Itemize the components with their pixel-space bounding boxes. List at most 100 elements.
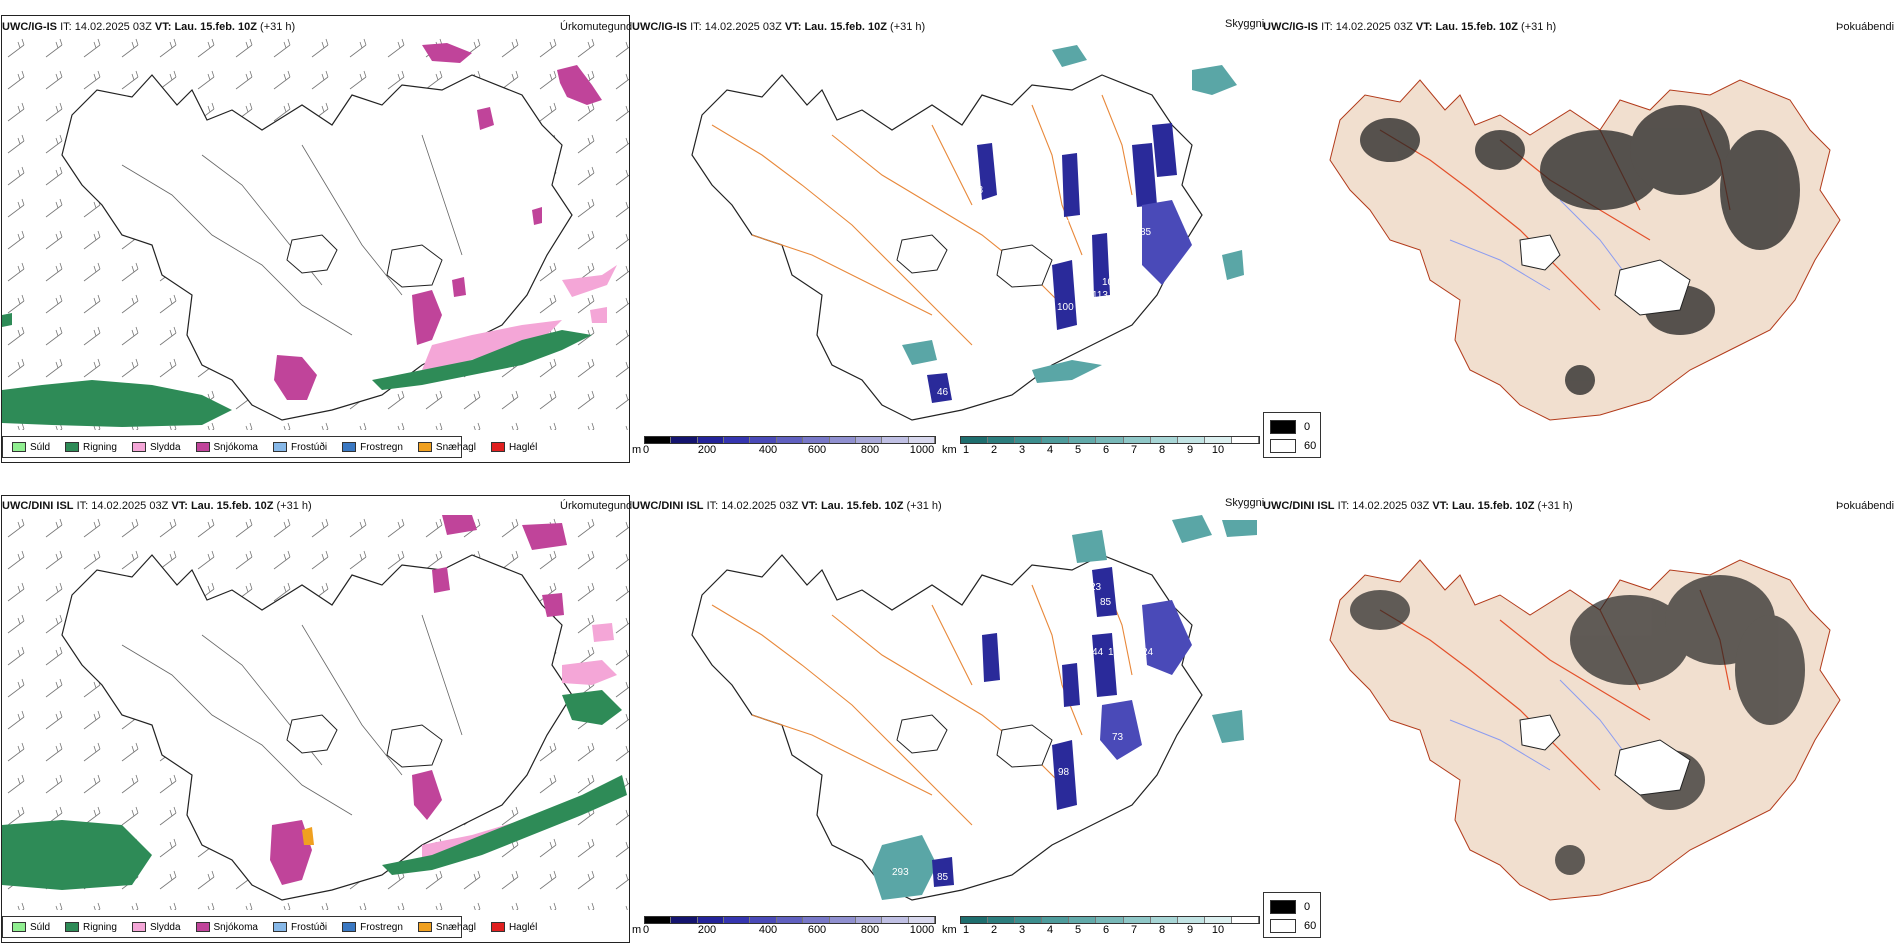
fog-legend-1: 0 60 [1263,412,1321,458]
legend-item-snaehagl: Snæhagl [417,921,476,933]
legend-item-haglel: Haglél [490,441,538,453]
legend-item-rigning: Rigning [65,442,117,453]
colorbar-tick: 4 [1046,444,1054,456]
colorbar-tick: 400 [758,924,778,936]
cloud-label: 23 [1090,582,1102,593]
legend-swatch [12,442,26,452]
visibility-colorbar-2: km 1 2 3 4 5 6 7 8 9 10 [942,916,1262,942]
panel-type-precip-2: Úrkomutegund [560,500,633,512]
cloud-label: 10 [1102,277,1114,288]
legend-label: 60 [1304,440,1317,452]
colorbar-tick: 600 [807,444,827,456]
cloud-visibility-map-2: 23 85 44 186 24 73 98 293 85 [691,515,1257,901]
cloud-label: 85 [1140,227,1152,238]
legend-label: Haglél [508,441,538,453]
colorbar-tick: 8 [1158,924,1166,936]
legend-label: Súld [30,921,51,933]
colorbar-tick: 10 [1211,924,1225,936]
colorbar-tick: 600 [807,924,827,936]
colorbar-tick: 800 [860,444,880,456]
precip-type-legend-2: Súld Rigning Slydda Snjókoma Frostúði Fr… [2,916,537,938]
precip-type-map-2 [2,515,629,910]
panel-type-fog-2: Þokuábendi [1836,500,1895,512]
legend-item-frostudi: Frostúði [272,441,328,453]
legend-label: Snæhagl [435,921,476,933]
legend-item-slydda: Slydda [131,442,181,453]
legend-swatch [195,922,210,932]
colorbar-tick: 6 [1102,444,1110,456]
cloud-label: 73 [1112,732,1124,743]
colorbar-tick: 6 [1102,924,1110,936]
legend-swatch [272,922,287,932]
legend-swatch [1270,420,1296,434]
colorbar-tick: 7 [1130,924,1138,936]
colorbar-cells [644,916,936,924]
cloud-label: 44 [1092,647,1104,658]
colorbar-tick: 8 [1158,444,1166,456]
legend-item-snaehagl: Snæhagl [417,441,476,453]
cloud-visibility-map-1: 33 11 85 10 113 100 135 46 [691,45,1244,421]
cloud-base-colorbar-1: m 0 200 400 600 800 1000 [632,436,937,462]
panel-title-precip-1: UWC/IG-IS IT: 14.02.2025 03Z VT: Lau. 15… [2,21,296,33]
fog-indicator-map-2 [1329,559,1841,901]
legend-label: Frostregn [360,921,403,933]
panel-title-cloud-2: UWC/DINI ISL IT: 14.02.2025 03Z VT: Lau.… [632,500,942,512]
panel-type-fog-1: Þokuábendi [1836,21,1895,33]
legend-item-haglel: Haglél [490,922,537,933]
legend-item-rigning: Rigning [65,922,117,933]
legend-swatch [490,442,505,452]
legend-swatch [1270,900,1296,914]
cloud-label: 85 [937,872,949,883]
legend-label: Rigning [83,441,117,453]
colorbar-tick: 10 [1211,444,1225,456]
legend-swatch [65,442,80,452]
legend-label: Frostúði [290,441,328,453]
legend-swatch [417,442,432,452]
cloud-label: 135 [910,367,927,378]
legend-item-sudl: Súld [12,442,50,453]
legend-item-snjokoma: Snjókoma [195,921,258,933]
legend-label: 0 [1304,421,1311,433]
legend-swatch [131,442,146,452]
legend-item-slydda: Slydda [131,922,181,933]
precip-type-map-1 [2,35,629,430]
precip-map-frame-2 [1,495,630,943]
colorbar-tick: 7 [1130,444,1138,456]
legend-item-sudl: Súld [12,922,50,933]
colorbar-tick: 2 [990,444,998,456]
colorbar-cells [960,436,1260,444]
legend-label: Súld [30,441,51,453]
colorbar-tick: 1 [962,924,970,936]
legend-label: Snæhagl [435,441,476,453]
cloud-label: 85 [1100,597,1112,608]
cloud-label: 24 [1142,647,1154,658]
cloud-label: 293 [892,867,909,878]
colorbar-tick: 9 [1186,924,1194,936]
colorbar-cells [960,916,1260,924]
cloud-label: 33 [972,185,984,196]
colorbar-unit: m [632,924,642,936]
legend-label: 0 [1304,901,1311,913]
legend-swatch [195,442,210,452]
legend-label: Frostregn [360,441,403,453]
panel-title-fog-1: UWC/IG-IS IT: 14.02.2025 03Z VT: Lau. 15… [1263,21,1557,33]
colorbar-tick: 400 [758,444,778,456]
legend-item-frostregn: Frostregn [342,442,403,453]
colorbar-tick: 2 [990,924,998,936]
colorbar-tick: 200 [697,924,717,936]
panel-type-precip-1: Úrkomutegund [560,21,633,33]
panel-title-precip-2: UWC/DINI ISL IT: 14.02.2025 03Z VT: Lau.… [2,500,312,512]
colorbar-tick: 4 [1046,924,1054,936]
legend-swatch [342,922,357,932]
cloud-label: 11 [1060,219,1071,230]
precip-map-frame-1 [1,15,630,463]
legend-label: Snjókoma [213,441,258,453]
panel-title-cloud-1: UWC/IG-IS IT: 14.02.2025 03Z VT: Lau. 15… [632,21,926,33]
colorbar-tick: 5 [1074,924,1082,936]
panel-type-cloud-2: Skyggni [1225,497,1265,509]
legend-swatch [342,442,357,452]
legend-label: Snjókoma [213,921,258,933]
colorbar-tick: 5 [1074,444,1082,456]
colorbar-tick: 0 [642,924,650,936]
legend-item-frostregn: Frostregn [342,922,403,933]
